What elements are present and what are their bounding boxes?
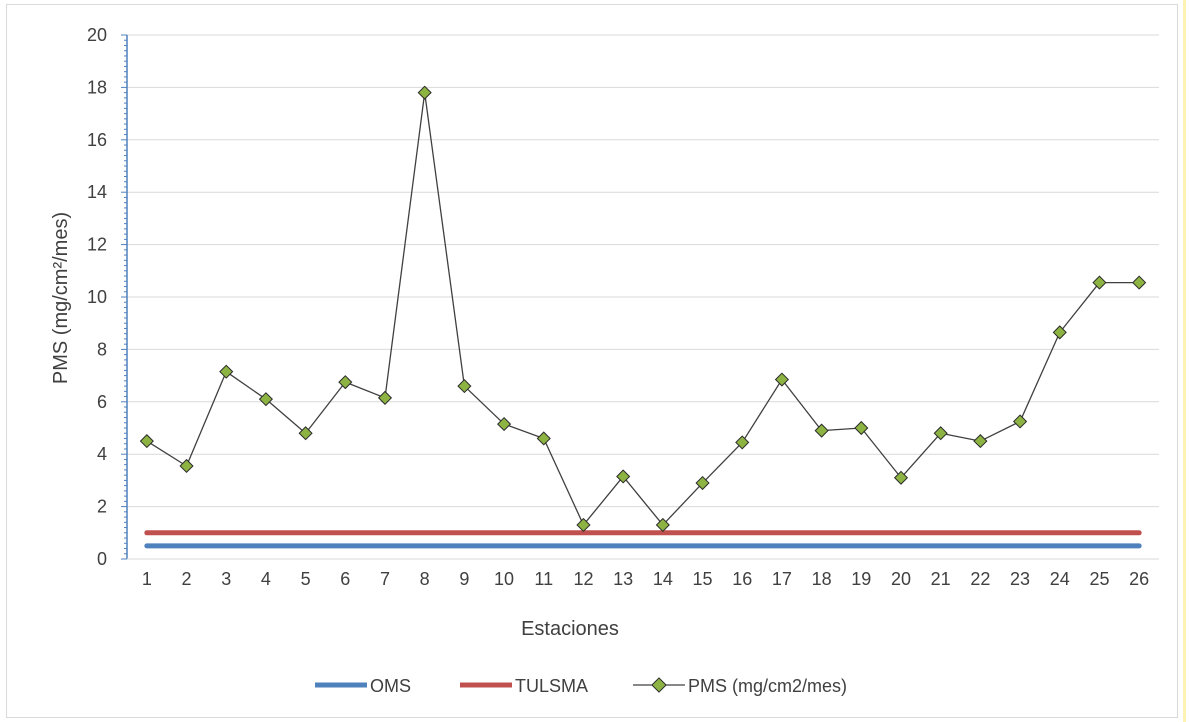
x-tick-label: 4 — [261, 569, 271, 589]
x-tick-label: 18 — [812, 569, 832, 589]
data-point-marker — [854, 420, 869, 436]
data-point-marker — [774, 372, 789, 387]
x-tick-label: 23 — [1010, 569, 1030, 589]
x-tick-label: 22 — [970, 569, 990, 589]
data-point-marker — [576, 517, 591, 533]
legend-label-oms: OMS — [370, 676, 411, 696]
legend-diamond-marker — [651, 677, 667, 693]
x-tick-label: 3 — [221, 569, 231, 589]
gridlines — [127, 34, 1159, 508]
x-tick-label: 24 — [1050, 569, 1070, 589]
y-tick-label: 8 — [97, 339, 107, 359]
x-tick-label: 9 — [459, 569, 469, 589]
data-point-marker — [893, 470, 909, 485]
x-tick-label: 15 — [693, 569, 713, 589]
y-tick-label: 14 — [87, 182, 107, 202]
y-tick-label: 18 — [87, 77, 107, 97]
data-point-marker — [179, 458, 194, 474]
x-tick-labels: 1 2 3 4 5 6 7 8 9 10 11 12 13 14 15 16 17 18 19 20 21 22 23 24 2… — [142, 569, 1149, 589]
x-tick-label: 1 — [142, 569, 152, 589]
x-tick-label: 2 — [182, 569, 192, 589]
y-tick-label: 0 — [97, 549, 107, 569]
series-lines — [144, 91, 1142, 549]
data-point-marker — [814, 423, 829, 438]
x-tick-label: 8 — [420, 569, 430, 589]
page-edge-strip — [1183, 0, 1186, 722]
y-tick-label: 20 — [87, 25, 107, 45]
data-point-marker — [417, 85, 432, 100]
y-axis-title: PMS (mg/cm²/mes) — [50, 212, 72, 384]
data-point-marker — [536, 431, 551, 446]
legend: OMS TULSMA PMS (mg/cm2/mes) — [315, 676, 847, 696]
data-point-marker — [219, 364, 234, 379]
data-point-marker — [258, 392, 273, 407]
data-point-marker — [298, 426, 313, 441]
x-tick-label: 21 — [931, 569, 951, 589]
chart-frame — [6, 4, 1178, 718]
legend-label-tulsma: TULSMA — [515, 676, 588, 696]
x-tick-label: 14 — [653, 569, 673, 589]
data-point-marker — [1052, 325, 1067, 340]
y-tick-label: 4 — [97, 444, 107, 464]
data-point-marker — [1013, 414, 1028, 429]
data-point-marker — [616, 469, 631, 484]
data-point-marker — [338, 375, 353, 390]
x-tick-label: 6 — [340, 569, 350, 589]
axes — [121, 34, 1159, 560]
y-tick-label: 6 — [97, 392, 107, 412]
series-line-pms-mg-cm2-mes — [146, 91, 1140, 526]
data-point-marker — [973, 434, 988, 449]
y-tick-label: 2 — [97, 497, 107, 517]
y-tick-labels: 0 2 4 6 8 10 12 14 16 18 20 — [87, 25, 107, 569]
y-tick-label: 16 — [87, 130, 107, 150]
data-point-marker — [933, 426, 948, 441]
data-markers — [139, 85, 1147, 533]
data-point-marker — [1092, 275, 1107, 290]
data-point-marker — [655, 517, 670, 533]
x-tick-label: 26 — [1129, 569, 1149, 589]
legend-label-pms: PMS (mg/cm2/mes) — [688, 676, 847, 696]
data-point-marker — [457, 379, 472, 394]
x-tick-label: 25 — [1089, 569, 1109, 589]
data-point-marker — [1132, 275, 1147, 290]
data-point-marker — [497, 416, 512, 432]
x-tick-label: 20 — [891, 569, 911, 589]
x-tick-label: 11 — [534, 569, 553, 589]
x-tick-label: 19 — [851, 569, 871, 589]
data-point-marker — [139, 434, 154, 449]
y-tick-label: 10 — [87, 287, 107, 307]
x-tick-label: 7 — [380, 569, 390, 589]
x-tick-label: 16 — [732, 569, 752, 589]
x-tick-label: 17 — [772, 569, 792, 589]
x-tick-label: 10 — [494, 569, 514, 589]
data-point-marker — [735, 435, 750, 450]
x-tick-label: 13 — [613, 569, 633, 589]
x-tick-label: 5 — [301, 569, 311, 589]
y-tick-label: 12 — [87, 235, 107, 255]
x-tick-label: 12 — [573, 569, 593, 589]
data-point-marker — [377, 390, 393, 405]
x-axis-title: Estaciones — [521, 618, 619, 640]
data-point-marker — [695, 475, 710, 491]
